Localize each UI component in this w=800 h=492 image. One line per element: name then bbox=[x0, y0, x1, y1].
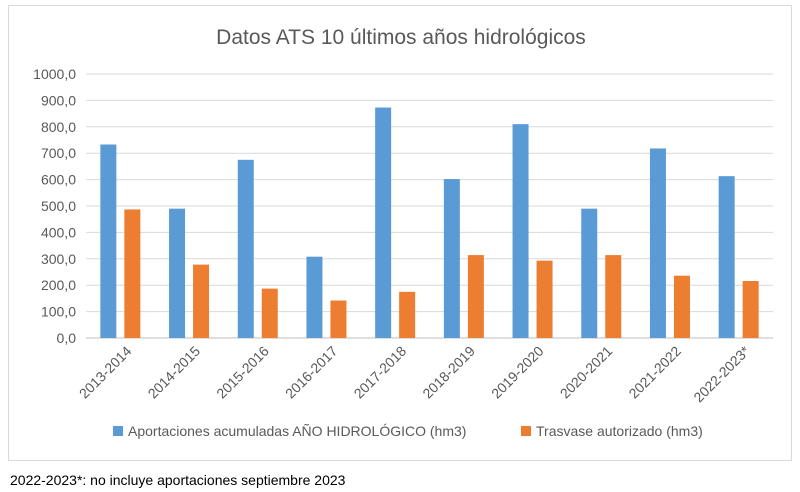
bar-trasvase bbox=[605, 255, 622, 338]
x-tick-label: 2017-2018 bbox=[351, 343, 410, 402]
x-tick-label: 2013-2014 bbox=[76, 343, 135, 402]
y-tick-label: 1000,0 bbox=[33, 66, 76, 82]
bar-trasvase bbox=[467, 255, 484, 338]
legend-swatch bbox=[521, 426, 531, 436]
bar-trasvase bbox=[193, 264, 210, 338]
bar-aportaciones bbox=[237, 159, 254, 338]
y-tick-label: 900,0 bbox=[41, 92, 76, 108]
bar-trasvase bbox=[330, 300, 347, 338]
y-tick-label: 700,0 bbox=[41, 145, 76, 161]
legend-label: Aportaciones acumuladas AÑO HIDROLÓGICO … bbox=[128, 423, 466, 439]
y-tick-label: 500,0 bbox=[41, 198, 76, 214]
y-tick-label: 300,0 bbox=[41, 251, 76, 267]
bar-aportaciones bbox=[718, 176, 735, 338]
chart-frame: Datos ATS 10 últimos años hidrológicos 0… bbox=[8, 5, 792, 461]
bar-trasvase bbox=[124, 209, 141, 338]
x-tick-label: 2021-2022 bbox=[625, 343, 684, 402]
bar-aportaciones bbox=[443, 179, 460, 338]
bar-aportaciones bbox=[649, 148, 666, 338]
bar-aportaciones bbox=[512, 124, 529, 338]
bar-aportaciones bbox=[306, 256, 323, 338]
y-axis-ticks: 0,0 100,0 200,0 300,0 400,0 500,0 600,0 700,0 80… bbox=[33, 66, 76, 346]
x-tick-label: 2019-2020 bbox=[488, 343, 547, 402]
y-tick-label: 200,0 bbox=[41, 277, 76, 293]
bar-trasvase bbox=[673, 275, 690, 338]
bar-chart: Datos ATS 10 últimos años hidrológicos 0… bbox=[33, 26, 773, 439]
x-axis-ticks: 2013-2014 2014-2015 2015-2016 2016-2017 2017… bbox=[76, 342, 753, 405]
y-tick-label: 0,0 bbox=[57, 330, 77, 346]
bars bbox=[100, 107, 759, 338]
x-tick-label: 2015-2016 bbox=[213, 343, 272, 402]
bar-aportaciones bbox=[169, 208, 186, 338]
chart-title: Datos ATS 10 últimos años hidrológicos bbox=[216, 26, 586, 49]
y-tick-label: 100,0 bbox=[41, 304, 76, 320]
bar-trasvase bbox=[399, 291, 416, 338]
bar-trasvase bbox=[742, 280, 759, 338]
x-tick-label: 2022-2023* bbox=[690, 342, 753, 405]
y-tick-label: 400,0 bbox=[41, 224, 76, 240]
x-tick-label: 2018-2019 bbox=[419, 343, 478, 402]
legend-swatch bbox=[113, 426, 123, 436]
y-tick-label: 600,0 bbox=[41, 172, 76, 188]
y-tick-label: 800,0 bbox=[41, 119, 76, 135]
bar-aportaciones bbox=[375, 107, 392, 338]
bar-trasvase bbox=[261, 288, 278, 338]
x-tick-label: 2014-2015 bbox=[145, 343, 204, 402]
bar-aportaciones bbox=[100, 144, 117, 338]
legend: Aportaciones acumuladas AÑO HIDROLÓGICO … bbox=[113, 423, 703, 439]
grid-lines bbox=[86, 73, 773, 339]
x-tick-label: 2016-2017 bbox=[282, 343, 341, 402]
legend-label: Trasvase autorizado (hm3) bbox=[536, 423, 703, 439]
bar-aportaciones bbox=[581, 208, 598, 338]
footnote: 2022-2023*: no incluye aportaciones sept… bbox=[10, 472, 346, 488]
bar-trasvase bbox=[536, 260, 553, 338]
x-tick-label: 2020-2021 bbox=[557, 343, 616, 402]
